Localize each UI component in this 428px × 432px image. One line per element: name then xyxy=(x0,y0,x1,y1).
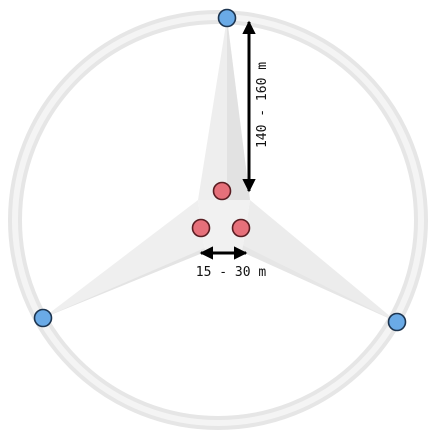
star-arm-left-shade xyxy=(43,238,228,318)
vertical-dimension-label: 140 - 160 m xyxy=(255,62,270,148)
inner-node-top xyxy=(212,181,232,201)
star-arm-top-shade xyxy=(227,18,250,205)
star-hub xyxy=(198,200,250,252)
inner-node-right xyxy=(231,218,251,238)
outer-node-top xyxy=(217,8,237,28)
three-pointed-star xyxy=(43,18,397,322)
star-arm-right xyxy=(242,200,397,322)
star-arm-right-shade xyxy=(228,238,397,322)
star-arm-left xyxy=(43,200,205,318)
horizontal-dimension-label: 15 - 30 m xyxy=(196,265,267,280)
outer-node-left xyxy=(33,308,53,328)
inner-node-left xyxy=(191,218,211,238)
outer-node-right xyxy=(387,312,407,332)
